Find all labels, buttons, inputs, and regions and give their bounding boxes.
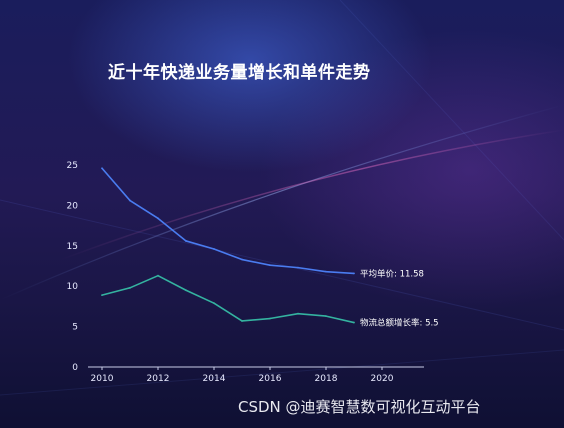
y-tick-label: 10	[67, 282, 79, 292]
x-tick-label: 2016	[259, 374, 282, 384]
data-point	[129, 286, 131, 289]
data-point	[213, 248, 215, 250]
series-end-label: 平均单价: 11.58	[360, 268, 424, 279]
y-tick-label: 0	[72, 363, 78, 373]
series-layer: 平均单价: 11.58 物流总额增长率: 5.5	[101, 167, 439, 329]
x-tick-label: 2020	[371, 374, 394, 384]
y-tick-label: 15	[67, 242, 78, 252]
data-point	[101, 294, 103, 296]
x-tick-label: 2018	[315, 374, 338, 384]
data-point	[241, 258, 243, 261]
data-point	[185, 240, 187, 242]
chart-title: 近十年快递业务量增长和单件走势	[108, 63, 371, 83]
data-point	[353, 321, 355, 324]
data-point	[297, 266, 299, 269]
series-end-label: 物流总额增长率: 5.5	[360, 318, 439, 329]
data-point	[241, 320, 243, 322]
data-point	[269, 317, 271, 320]
data-point	[297, 312, 299, 315]
series-line	[101, 274, 355, 324]
data-point	[157, 217, 159, 220]
data-point	[213, 302, 215, 305]
data-point	[269, 264, 271, 267]
y-axis-ticks: 0 5 10 15 20 25	[67, 161, 79, 373]
data-point	[185, 289, 187, 292]
data-point	[325, 270, 327, 273]
y-tick-label: 5	[72, 323, 78, 333]
series-line	[101, 167, 355, 275]
y-tick-label: 20	[67, 201, 79, 211]
data-point	[157, 274, 159, 277]
data-point	[325, 315, 327, 317]
x-tick-label: 2012	[147, 374, 170, 384]
data-point	[353, 272, 355, 275]
x-axis-ticks: 2010 2012 2014 2016 2018 2020	[91, 367, 394, 384]
y-tick-label: 25	[67, 161, 78, 171]
data-point	[129, 199, 131, 202]
watermark: CSDN @迪赛智慧数可视化互动平台	[238, 398, 481, 416]
data-point	[101, 167, 103, 170]
x-tick-label: 2010	[91, 374, 114, 384]
x-tick-label: 2014	[203, 374, 226, 384]
